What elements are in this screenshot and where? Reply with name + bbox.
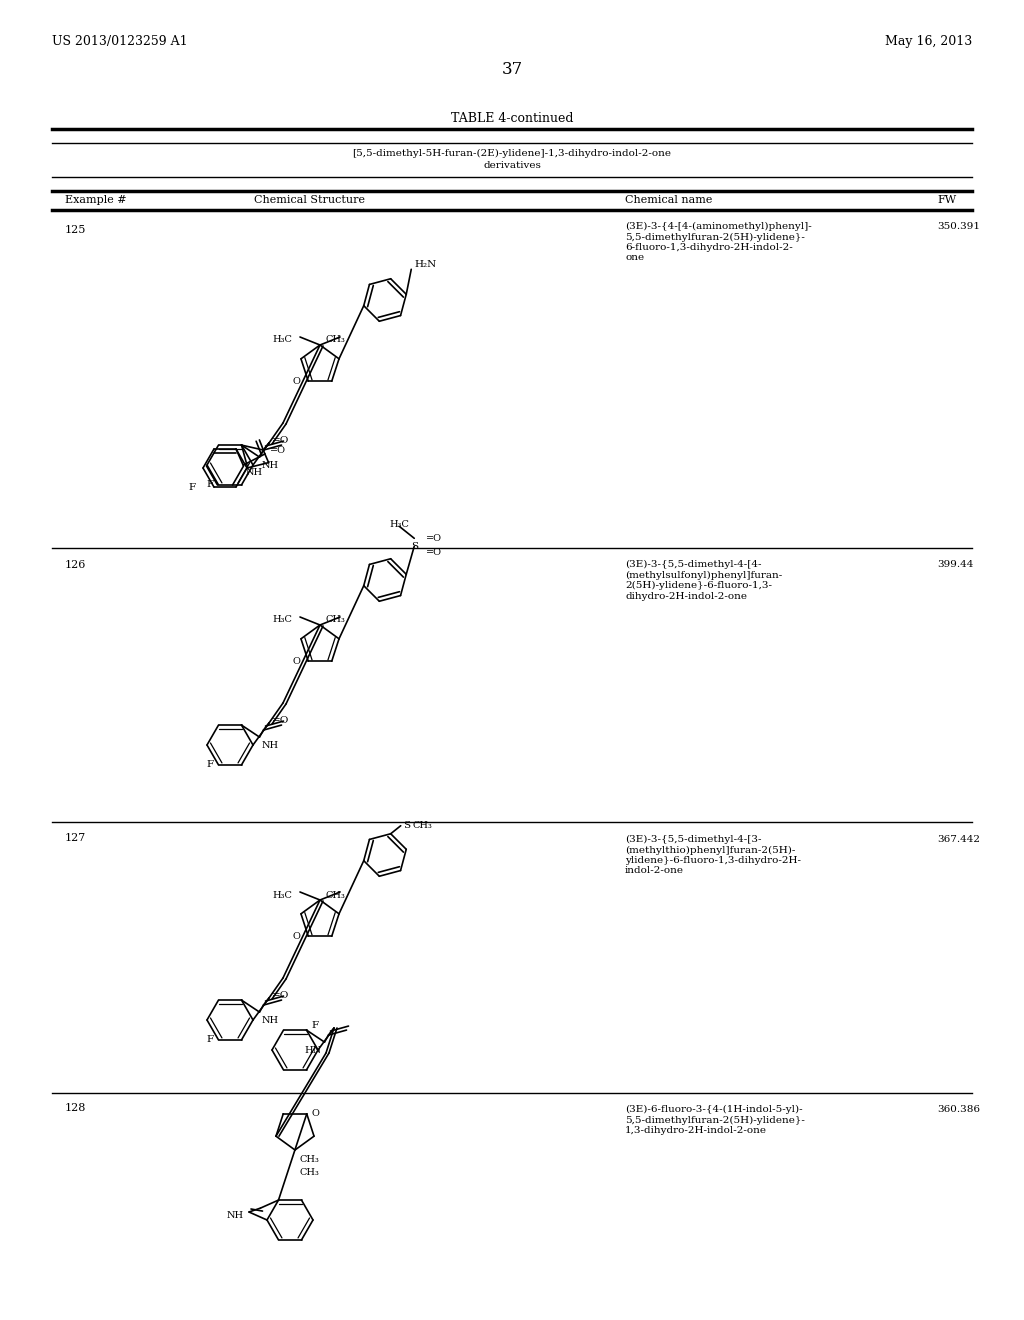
- Text: CH₃: CH₃: [300, 1168, 319, 1177]
- Text: CH₃: CH₃: [325, 891, 345, 899]
- Text: O: O: [293, 932, 300, 941]
- Text: F: F: [188, 483, 196, 491]
- Text: O: O: [293, 376, 300, 385]
- Text: NH: NH: [227, 1210, 244, 1220]
- Text: =O: =O: [270, 446, 287, 455]
- Text: O: O: [293, 656, 300, 665]
- Text: H₃C: H₃C: [272, 335, 292, 345]
- Text: H₃C: H₃C: [272, 891, 292, 899]
- Text: H₂N: H₂N: [415, 260, 436, 269]
- Text: (3E)-3-{5,5-dimethyl-4-[3-
(methylthio)phenyl]furan-2(5H)-
ylidene}-6-fluoro-1,3: (3E)-3-{5,5-dimethyl-4-[3- (methylthio)p…: [625, 836, 801, 875]
- Text: [5,5-dimethyl-5H-furan-(2E)-ylidene]-1,3-dihydro-indol-2-one: [5,5-dimethyl-5H-furan-(2E)-ylidene]-1,3…: [352, 148, 672, 157]
- Text: NH: NH: [261, 1016, 279, 1026]
- Text: 127: 127: [65, 833, 86, 843]
- Text: Example #: Example #: [65, 195, 127, 205]
- Text: FW: FW: [937, 195, 956, 205]
- Text: (3E)-6-fluoro-3-{4-(1H-indol-5-yl)-
5,5-dimethylfuran-2(5H)-ylidene}-
1,3-dihydr: (3E)-6-fluoro-3-{4-(1H-indol-5-yl)- 5,5-…: [625, 1105, 805, 1135]
- Text: 125: 125: [65, 224, 86, 235]
- Text: F: F: [207, 1035, 213, 1044]
- Text: 350.391: 350.391: [937, 222, 980, 231]
- Text: CH₃: CH₃: [325, 615, 345, 624]
- Text: US 2013/0123259 A1: US 2013/0123259 A1: [52, 36, 187, 49]
- Text: O: O: [311, 1109, 319, 1118]
- Text: =O: =O: [271, 990, 289, 999]
- Text: Chemical Structure: Chemical Structure: [255, 195, 366, 205]
- Text: =O: =O: [271, 436, 289, 445]
- Text: S: S: [411, 541, 418, 550]
- Text: 37: 37: [502, 62, 522, 78]
- Text: 128: 128: [65, 1104, 86, 1113]
- Text: =O: =O: [426, 548, 442, 557]
- Text: Chemical name: Chemical name: [625, 195, 713, 205]
- Text: derivatives: derivatives: [483, 161, 541, 170]
- Text: =O: =O: [271, 715, 289, 725]
- Text: NH: NH: [245, 469, 262, 477]
- Text: NH: NH: [261, 461, 279, 470]
- Text: F: F: [207, 480, 213, 490]
- Text: 360.386: 360.386: [937, 1105, 980, 1114]
- Text: CH₃: CH₃: [413, 821, 432, 830]
- Text: 367.442: 367.442: [937, 836, 980, 843]
- Text: =O: =O: [426, 533, 442, 543]
- Text: S: S: [402, 821, 410, 830]
- Text: 126: 126: [65, 560, 86, 570]
- Text: (3E)-3-{4-[4-(aminomethyl)phenyl]-
5,5-dimethylfuran-2(5H)-ylidene}-
6-fluoro-1,: (3E)-3-{4-[4-(aminomethyl)phenyl]- 5,5-d…: [625, 222, 812, 263]
- Text: May 16, 2013: May 16, 2013: [885, 36, 972, 49]
- Text: H₃C: H₃C: [389, 520, 410, 529]
- Text: HN: HN: [304, 1045, 322, 1055]
- Text: NH: NH: [261, 741, 279, 750]
- Text: F: F: [311, 1020, 318, 1030]
- Text: CH₃: CH₃: [300, 1155, 319, 1164]
- Text: TABLE 4-continued: TABLE 4-continued: [451, 111, 573, 124]
- Text: CH₃: CH₃: [325, 335, 345, 345]
- Text: F: F: [207, 760, 213, 770]
- Text: H₃C: H₃C: [272, 615, 292, 624]
- Text: 399.44: 399.44: [937, 560, 974, 569]
- Text: (3E)-3-{5,5-dimethyl-4-[4-
(methylsulfonyl)phenyl]furan-
2(5H)-ylidene}-6-fluoro: (3E)-3-{5,5-dimethyl-4-[4- (methylsulfon…: [625, 560, 782, 601]
